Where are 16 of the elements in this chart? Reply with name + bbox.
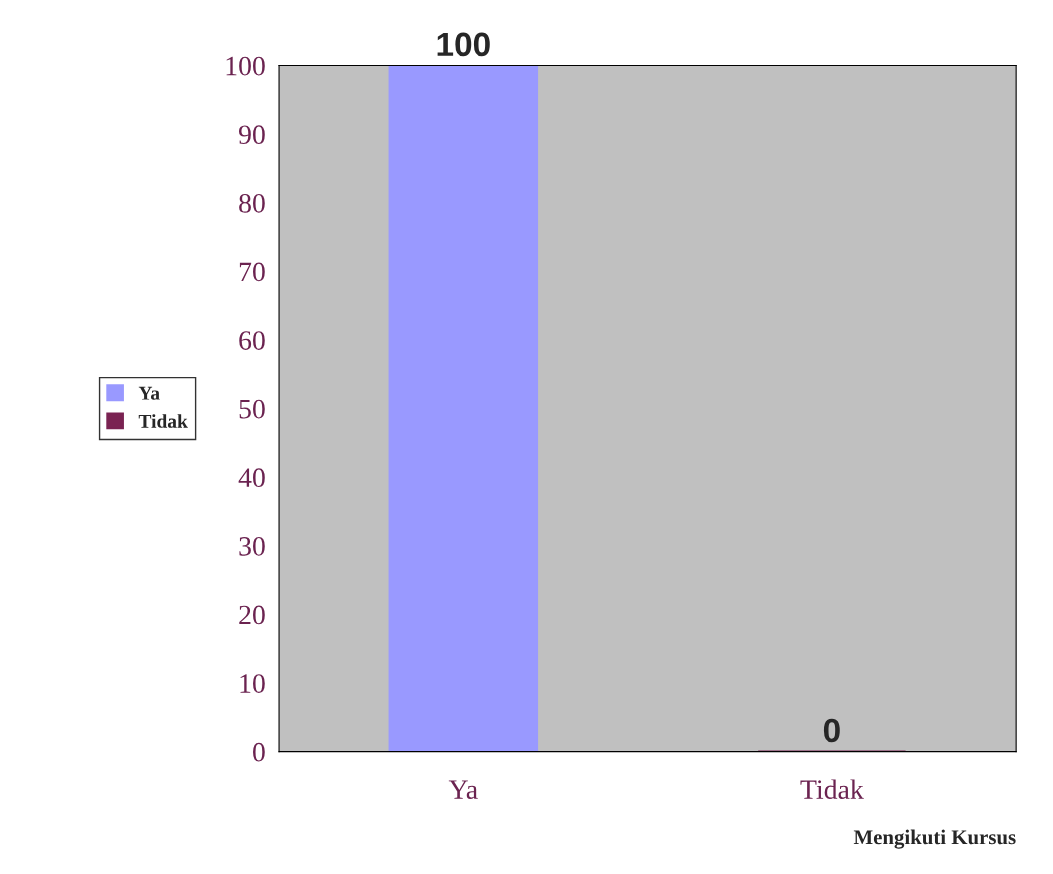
y-tick-label: 0 — [253, 742, 265, 762]
y-tick-label: 100 — [226, 56, 265, 76]
y-tick-label: 20 — [239, 605, 265, 625]
y-tick-label: 90 — [238, 125, 265, 145]
y-tick-label: 50 — [239, 399, 265, 419]
y-tick-label: 10 — [240, 674, 265, 693]
data-label: 100 — [437, 32, 490, 57]
legend-label: Tidak — [138, 414, 188, 428]
y-tick-label: 80 — [239, 193, 265, 213]
legend-label: Ya — [138, 386, 160, 400]
y-tick-label: 40 — [238, 468, 265, 488]
data-label: 0 — [823, 718, 840, 743]
y-tick-label: 60 — [239, 331, 265, 350]
y-tick-label: 70 — [239, 262, 265, 282]
x-axis-title: Mengikuti Kursus — [853, 829, 1016, 849]
y-tick-label: 30 — [239, 536, 265, 556]
